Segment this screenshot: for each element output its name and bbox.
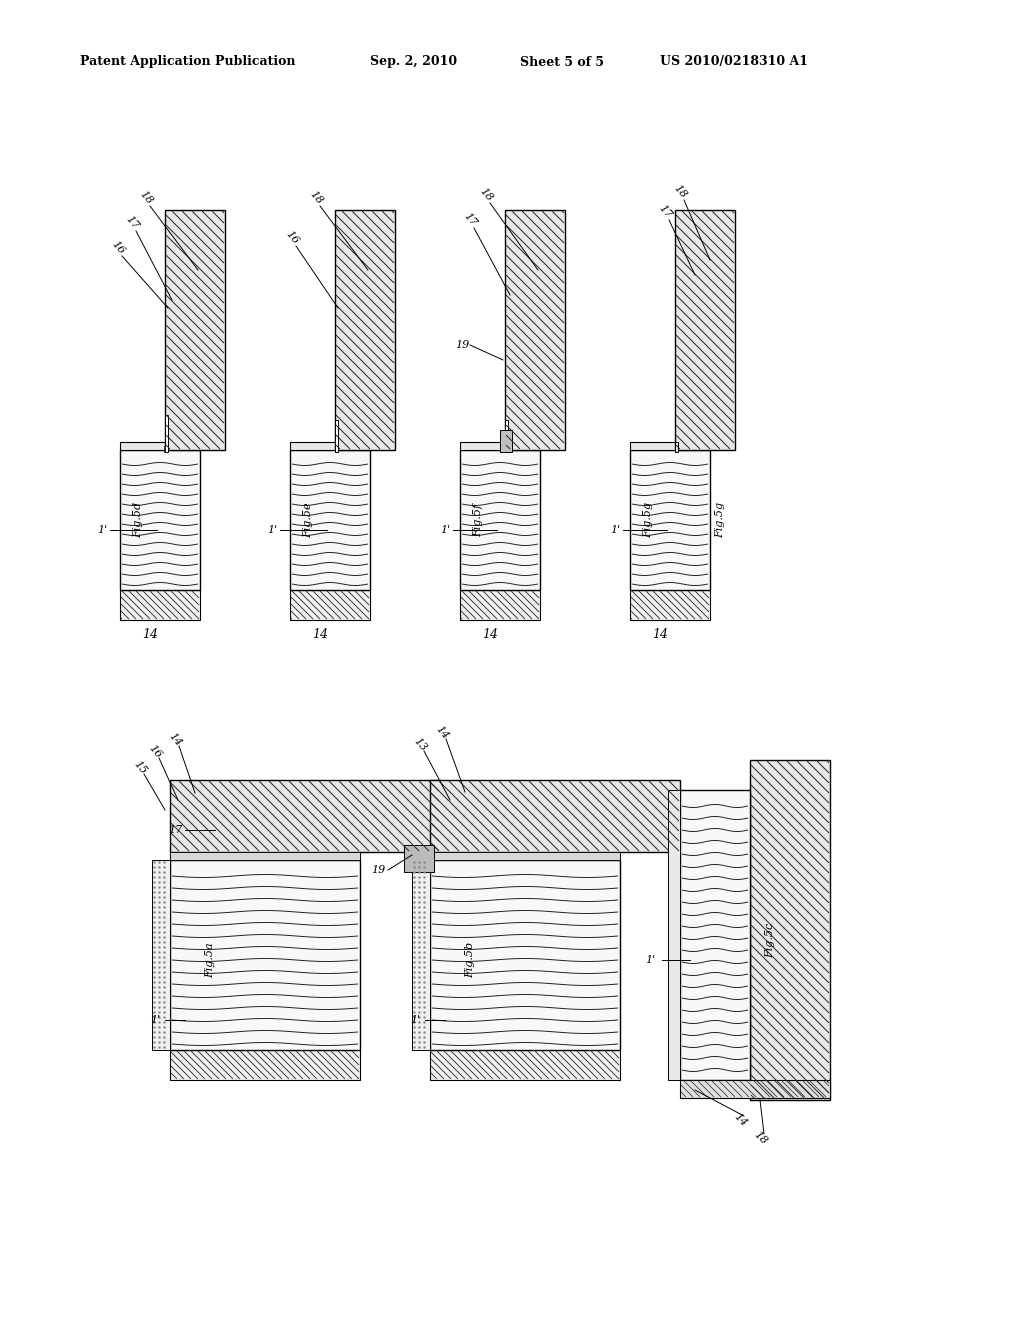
Bar: [165, 414, 168, 451]
Bar: [170, 780, 440, 851]
Bar: [500, 430, 512, 451]
Text: 1': 1': [645, 954, 655, 965]
Text: Patent Application Publication: Patent Application Publication: [80, 55, 296, 69]
Text: 16: 16: [146, 743, 164, 760]
Text: Fig.5g: Fig.5g: [715, 502, 725, 539]
Text: Fig.5e: Fig.5e: [303, 502, 313, 537]
Bar: [430, 861, 620, 1049]
Bar: [335, 210, 395, 450]
Text: 1': 1': [97, 525, 108, 535]
Bar: [120, 590, 200, 620]
Bar: [750, 760, 830, 1100]
Text: 14: 14: [167, 731, 183, 748]
Bar: [668, 789, 680, 1080]
Bar: [412, 861, 430, 1049]
Bar: [120, 450, 200, 590]
Text: 18: 18: [752, 1130, 769, 1147]
Bar: [290, 590, 370, 620]
Text: 14: 14: [312, 628, 328, 642]
Text: Sheet 5 of 5: Sheet 5 of 5: [520, 55, 604, 69]
Text: 14: 14: [731, 1111, 749, 1129]
Text: 17: 17: [124, 214, 140, 232]
Text: 1': 1': [410, 1015, 420, 1026]
Bar: [630, 442, 678, 450]
Text: 14: 14: [652, 628, 668, 642]
Text: 1': 1': [150, 1015, 160, 1026]
Text: 17: 17: [168, 825, 182, 836]
Text: 14: 14: [433, 725, 451, 742]
Bar: [170, 861, 360, 1049]
Bar: [460, 442, 508, 450]
Bar: [170, 851, 360, 861]
Bar: [505, 420, 508, 451]
Bar: [335, 420, 338, 451]
Bar: [290, 450, 370, 590]
Text: 17: 17: [656, 203, 674, 220]
Bar: [430, 851, 620, 861]
Bar: [120, 442, 168, 450]
Text: Fig.5g: Fig.5g: [643, 502, 653, 539]
Bar: [505, 210, 565, 450]
Bar: [430, 780, 680, 851]
Bar: [165, 210, 225, 450]
Text: Fig.5c: Fig.5c: [765, 923, 775, 957]
Text: 13: 13: [412, 737, 428, 754]
Text: 19: 19: [371, 865, 385, 875]
Text: 14: 14: [482, 628, 498, 642]
Text: Fig.5f: Fig.5f: [473, 503, 483, 536]
Bar: [680, 1080, 830, 1098]
Text: 18: 18: [307, 189, 325, 207]
Bar: [430, 850, 620, 861]
Text: 18: 18: [477, 186, 495, 203]
Text: Sep. 2, 2010: Sep. 2, 2010: [370, 55, 457, 69]
Bar: [675, 210, 735, 450]
Bar: [460, 590, 540, 620]
Text: 17: 17: [462, 211, 478, 228]
Text: 18: 18: [672, 183, 688, 201]
Bar: [630, 450, 710, 590]
Text: 19: 19: [455, 341, 469, 350]
Bar: [430, 1049, 620, 1080]
Text: Fig.5a: Fig.5a: [205, 942, 215, 978]
Text: 15: 15: [132, 759, 148, 776]
Text: Fig.5d: Fig.5d: [133, 502, 143, 539]
Text: 18: 18: [137, 189, 155, 207]
Bar: [460, 450, 540, 590]
Bar: [290, 442, 338, 450]
Bar: [404, 845, 434, 873]
Bar: [152, 861, 170, 1049]
Bar: [630, 590, 710, 620]
Bar: [170, 850, 360, 861]
Bar: [170, 1049, 360, 1080]
Text: 16: 16: [110, 239, 126, 256]
Text: 14: 14: [142, 628, 158, 642]
Text: 16: 16: [284, 230, 300, 247]
Text: 1': 1': [440, 525, 451, 535]
Bar: [680, 789, 750, 1080]
Bar: [675, 442, 678, 451]
Text: Fig.5b: Fig.5b: [465, 942, 475, 978]
Text: 1': 1': [267, 525, 278, 535]
Text: 1': 1': [610, 525, 621, 535]
Text: US 2010/0218310 A1: US 2010/0218310 A1: [660, 55, 808, 69]
